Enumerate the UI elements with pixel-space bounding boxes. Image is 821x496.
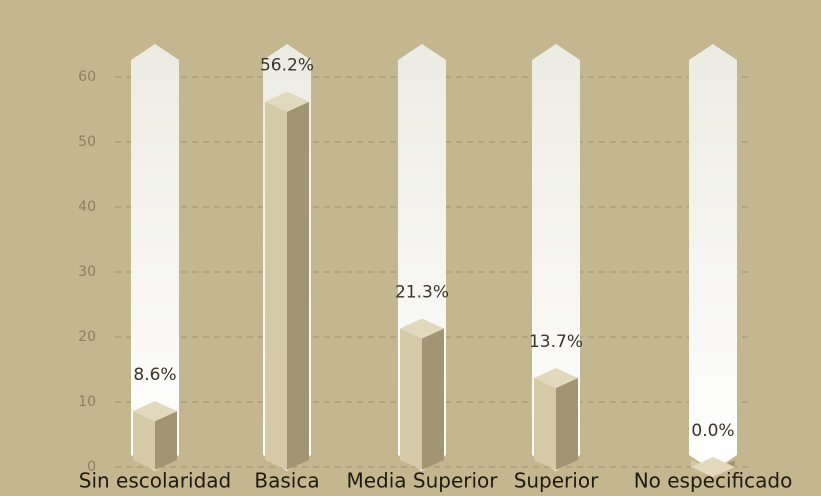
x-tick-label: No especificado: [634, 469, 793, 493]
x-tick-label: Basica: [254, 469, 319, 493]
x-tick-label: Sin escolaridad: [79, 469, 231, 493]
bar: [534, 367, 578, 470]
y-tick-label: 20: [78, 329, 96, 345]
bar-background: [532, 44, 580, 471]
value-label: 13.7%: [529, 332, 583, 352]
value-label: 8.6%: [133, 365, 176, 385]
bar: [400, 318, 444, 470]
y-tick-label: 30: [78, 264, 96, 280]
y-tick-label: 50: [78, 134, 96, 150]
bar-background: [131, 44, 179, 471]
x-tick-label: Superior: [514, 469, 599, 493]
bar-background: [689, 44, 737, 471]
y-tick-label: 0: [87, 459, 96, 475]
bar: [691, 457, 735, 477]
value-label: 56.2%: [260, 56, 314, 76]
y-tick-label: 60: [78, 69, 96, 85]
value-label: 0.0%: [691, 421, 734, 441]
bar: [265, 91, 309, 470]
y-tick-label: 10: [78, 394, 96, 410]
value-label: 21.3%: [395, 283, 449, 303]
bar: [133, 401, 177, 470]
y-tick-label: 40: [78, 199, 96, 215]
x-tick-label: Media Superior: [346, 469, 498, 493]
